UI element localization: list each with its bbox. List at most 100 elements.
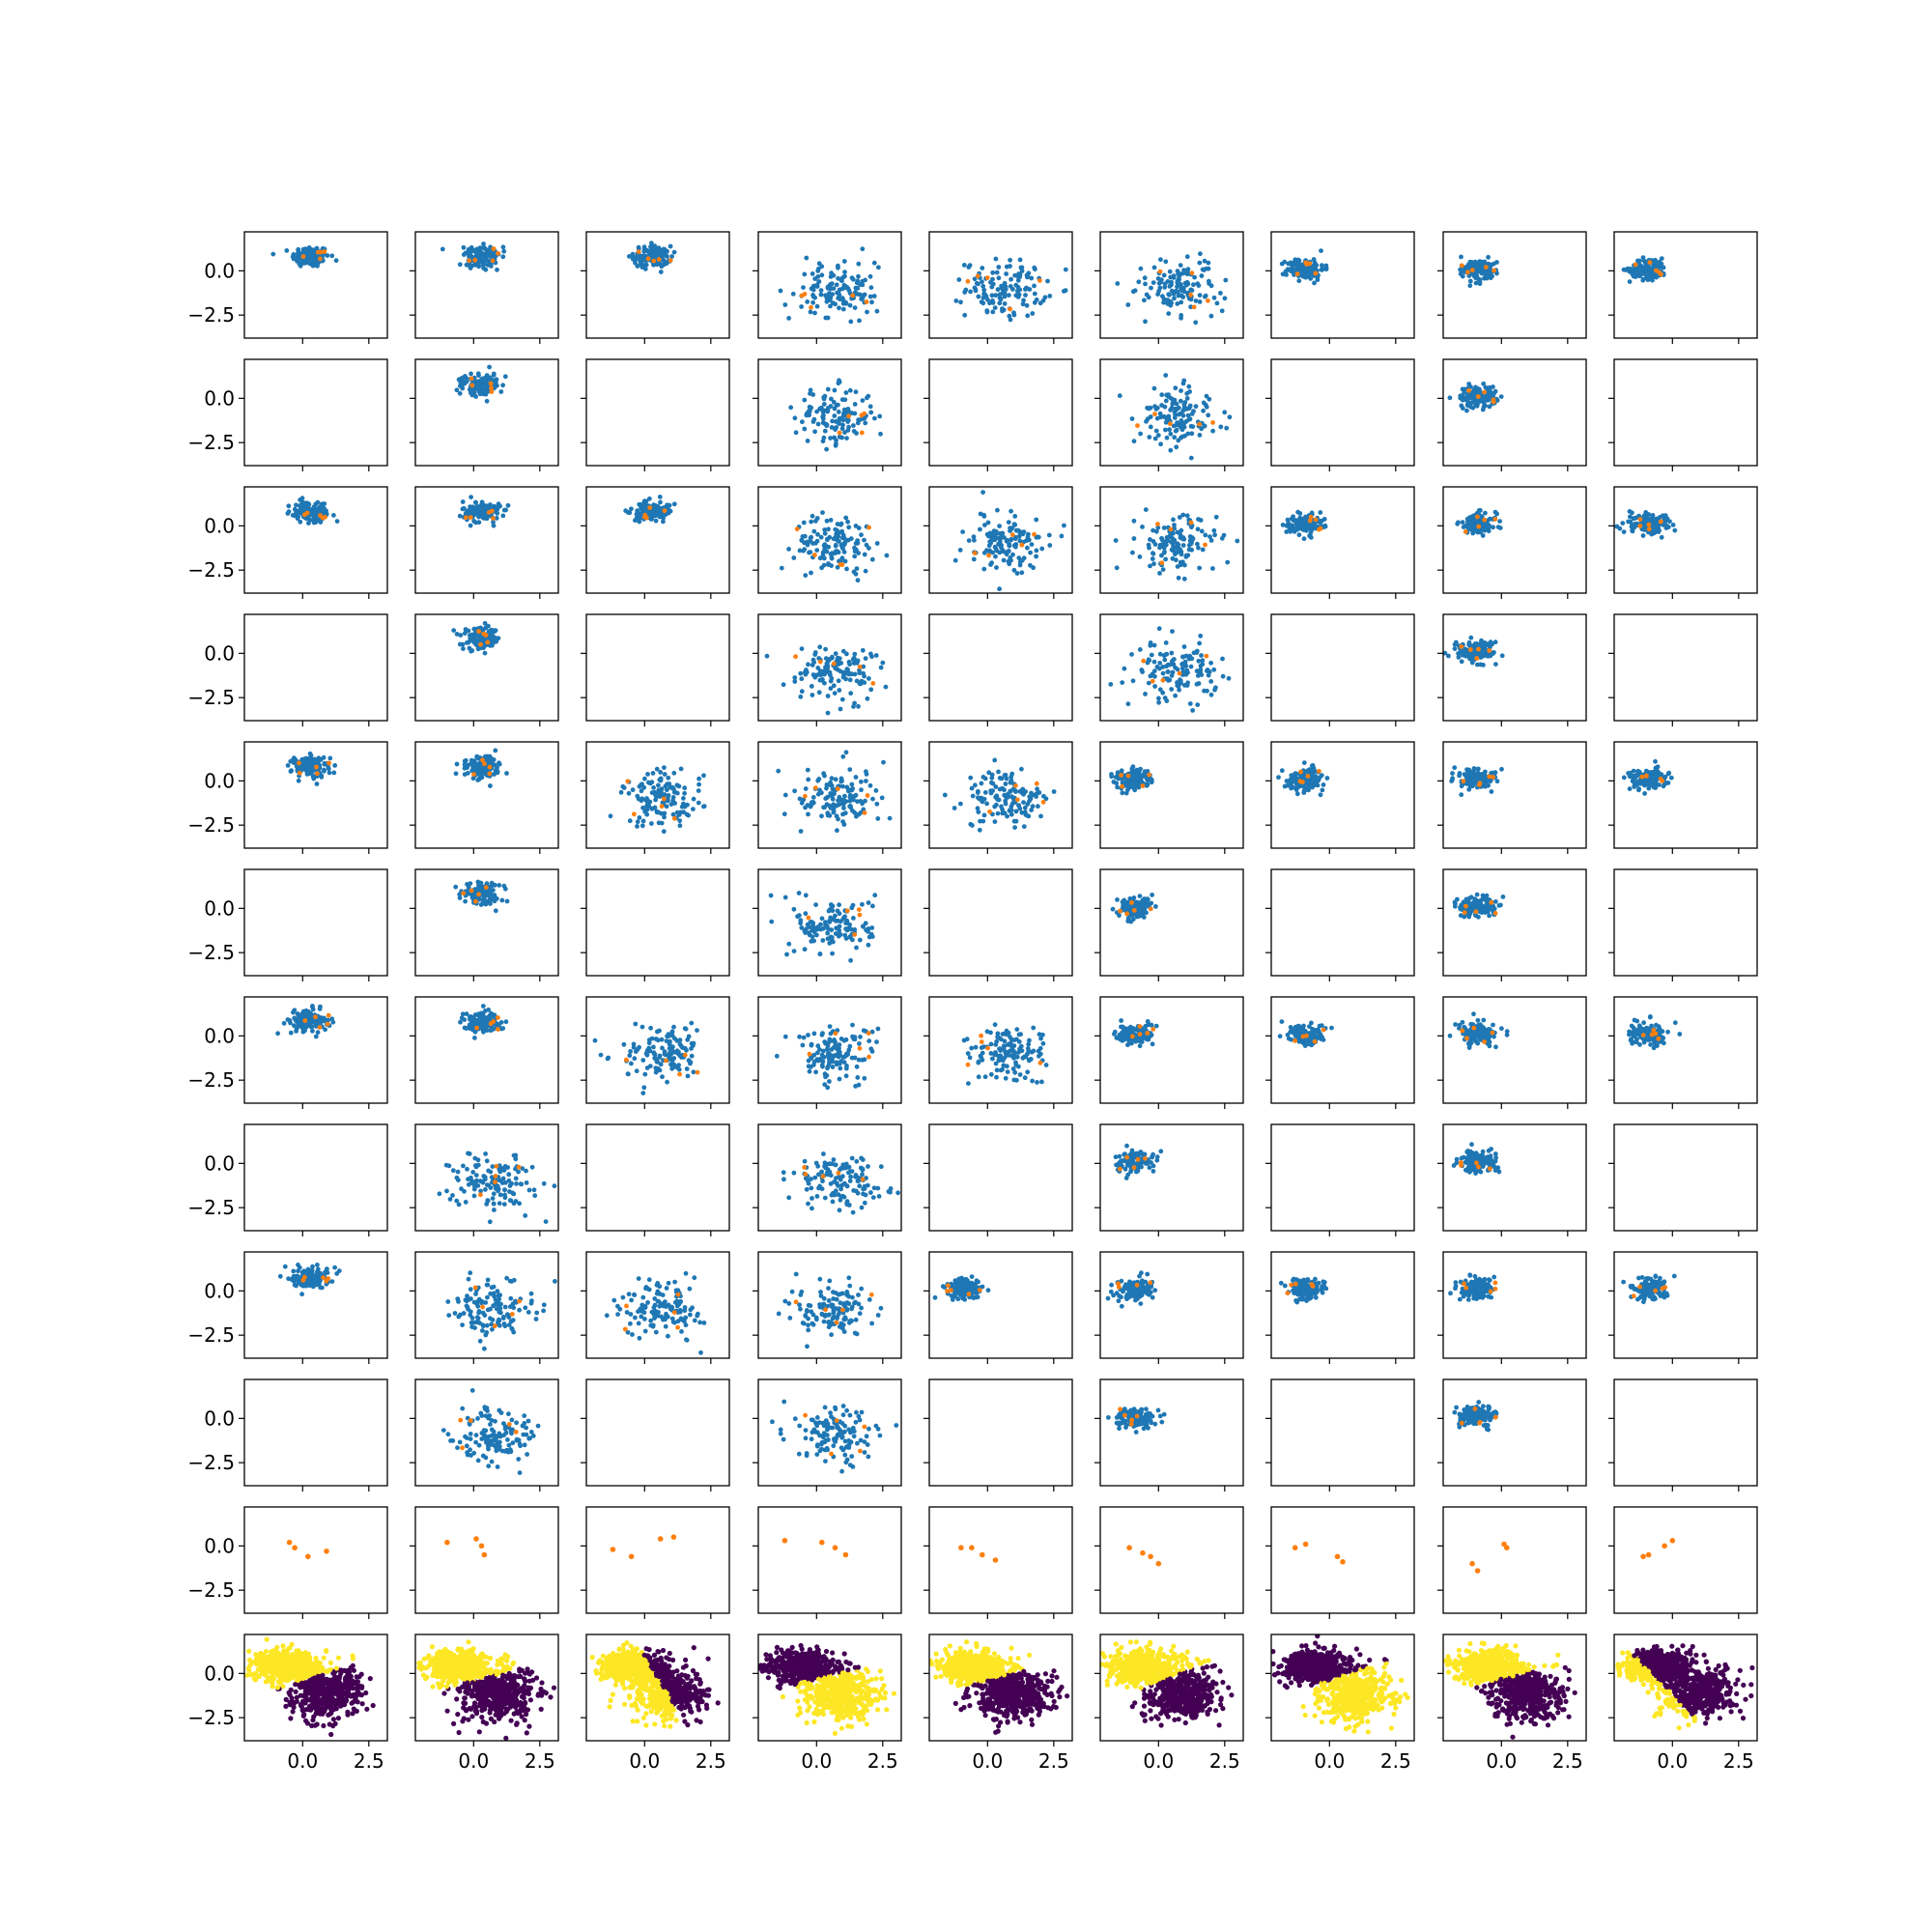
scatter-point [995, 287, 1001, 293]
scatter-point [1301, 527, 1306, 532]
subplot-r3-c7 [1437, 613, 1587, 726]
scatter-point [1452, 646, 1458, 651]
scatter-point [1004, 271, 1009, 276]
scatter-point [1285, 268, 1291, 272]
scatter-point [1313, 781, 1319, 786]
scatter-point [1468, 635, 1474, 640]
scatter-point [846, 660, 852, 666]
subplot-points [270, 245, 339, 269]
scatter-point [836, 678, 841, 684]
scatter-point [1171, 291, 1177, 297]
scatter-point [1205, 668, 1209, 673]
scatter-point [1203, 293, 1208, 298]
scatter-point [1629, 524, 1634, 529]
scatter-point [992, 305, 998, 310]
scatter-point [303, 250, 308, 255]
scatter-point [1047, 294, 1053, 298]
scatter-point [1142, 298, 1147, 303]
scatter-point [1195, 541, 1200, 547]
scatter-point [824, 785, 829, 791]
scatter-point [1198, 667, 1204, 672]
highlight-point [812, 553, 817, 557]
scatter-point [1026, 813, 1032, 819]
scatter-point [1288, 778, 1293, 782]
scatter-point [1062, 289, 1066, 294]
scatter-point [808, 309, 813, 315]
scatter-point [651, 502, 657, 507]
y-tick-label: 0.0 [204, 769, 235, 792]
scatter-point [674, 782, 680, 788]
scatter-point [1173, 665, 1178, 670]
scatter-point [488, 264, 494, 269]
scatter-point [1002, 301, 1008, 306]
scatter-point [1475, 529, 1481, 535]
scatter-point [812, 650, 818, 655]
subplot-r1-c4 [923, 358, 1073, 471]
scatter-point [1476, 508, 1482, 513]
scatter-point [332, 763, 338, 768]
highlight-point [817, 659, 823, 665]
scatter-point [981, 512, 986, 518]
highlight-point [1476, 646, 1481, 652]
scatter-point [1021, 800, 1026, 805]
scatter-point [670, 811, 676, 817]
scatter-point [475, 632, 481, 638]
highlight-point [483, 633, 489, 638]
scatter-point [1180, 654, 1185, 660]
scatter-point [1000, 287, 1006, 293]
scatter-point [469, 634, 475, 639]
scatter-point [1497, 519, 1502, 524]
scatter-point [980, 775, 986, 780]
scatter-point [1039, 546, 1045, 552]
scatter-point [779, 565, 784, 571]
scatter-point [802, 540, 807, 546]
scatter-point [1160, 670, 1166, 676]
scatter-point [840, 648, 846, 654]
scatter-point [1111, 780, 1117, 784]
highlight-point [794, 526, 800, 532]
scatter-point [1131, 518, 1137, 524]
scatter-point [852, 402, 858, 407]
highlight-point [1460, 263, 1464, 269]
highlight-point [838, 561, 843, 567]
scatter-point [1131, 778, 1137, 783]
scatter-point [642, 776, 647, 781]
subplot-r2-c5 [1094, 486, 1244, 599]
scatter-point [1168, 408, 1173, 412]
scatter-point [970, 793, 976, 799]
highlight-point [1204, 653, 1209, 659]
scatter-point [657, 253, 662, 259]
scatter-point [1651, 528, 1656, 534]
scatter-point [1642, 791, 1647, 796]
scatter-point [1486, 254, 1491, 260]
scatter-point [1123, 790, 1129, 796]
scatter-point [1151, 280, 1156, 285]
subplot-points [1279, 248, 1329, 286]
scatter-point [494, 516, 499, 521]
subplot-points [1447, 381, 1504, 413]
highlight-point [636, 249, 641, 255]
scatter-point [781, 811, 787, 817]
scatter-point [863, 420, 868, 426]
scatter-point [822, 393, 828, 399]
scatter-point [1025, 545, 1030, 551]
scatter-point [1152, 436, 1158, 441]
scatter-point [1282, 783, 1288, 789]
highlight-point [1483, 265, 1489, 270]
scatter-point [1311, 257, 1317, 262]
scatter-point [1480, 393, 1486, 399]
scatter-point [1135, 778, 1141, 782]
scatter-point [859, 787, 864, 793]
scatter-point [1019, 570, 1025, 576]
scatter-point [799, 646, 805, 651]
scatter-point [973, 782, 978, 788]
scatter-point [1301, 788, 1307, 793]
scatter-point [487, 364, 492, 370]
highlight-point [1647, 260, 1653, 266]
scatter-point [461, 244, 467, 250]
scatter-point [847, 792, 853, 798]
scatter-point [878, 665, 884, 670]
scatter-point [976, 810, 981, 814]
scatter-point [847, 387, 853, 393]
scatter-point [801, 520, 807, 526]
